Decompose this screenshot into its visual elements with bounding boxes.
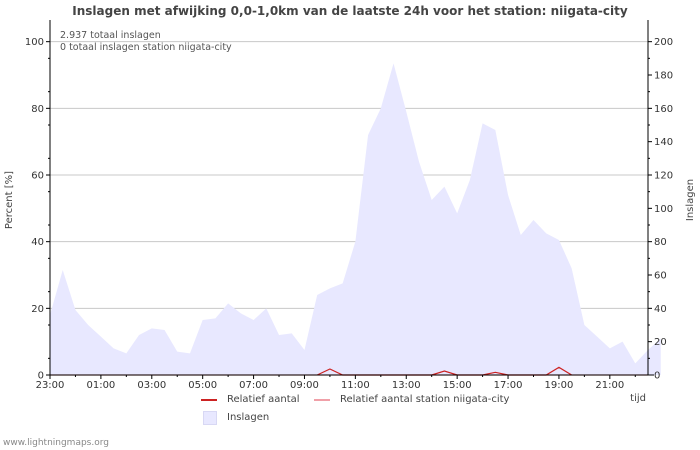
station-strikes-info: 0 totaal inslagen station niigata-city bbox=[60, 42, 232, 53]
y-left-tick-label: 0 bbox=[38, 371, 44, 382]
y-right-tick-label: 100 bbox=[654, 204, 673, 215]
y-right-tick-label: 120 bbox=[654, 171, 673, 182]
y-left-tick-label: 20 bbox=[31, 304, 44, 315]
y-left-tick-labels: 0 20 40 60 80 100 bbox=[25, 37, 50, 382]
y-left-tick-label: 80 bbox=[31, 104, 44, 115]
y-right-tick-label: 60 bbox=[654, 271, 667, 282]
y-left-tick-label: 60 bbox=[31, 171, 44, 182]
legend-swatch-relatief bbox=[201, 399, 217, 401]
chart-title: Inslagen met afwijking 0,0-1,0km van de … bbox=[72, 4, 628, 18]
y-right-tick-labels: 0 20 40 60 80 100 120 140 160 180 200 bbox=[648, 37, 673, 382]
y-right-tick-label: 180 bbox=[654, 71, 673, 82]
total-strikes-info: 2.937 totaal inslagen bbox=[60, 30, 161, 41]
legend-swatch-inslagen bbox=[203, 411, 217, 425]
legend-label-relatief-station: Relatief aantal station niigata-city bbox=[340, 394, 510, 405]
x-axis-label: tijd bbox=[630, 393, 646, 404]
y-right-tick-label: 80 bbox=[654, 237, 667, 248]
x-tick-label: 15:00 bbox=[443, 380, 472, 391]
y-right-tick-label: 40 bbox=[654, 304, 667, 315]
x-tick-label: 17:00 bbox=[494, 380, 523, 391]
y-right-tick-label: 160 bbox=[654, 104, 673, 115]
y-left-tick-label: 100 bbox=[25, 37, 44, 48]
x-tick-label: 19:00 bbox=[545, 380, 574, 391]
x-tick-label: 11:00 bbox=[341, 380, 370, 391]
y-right-tick-label: 20 bbox=[654, 337, 667, 348]
y-right-tick-label: 140 bbox=[654, 137, 673, 148]
inslagen-area bbox=[50, 63, 661, 375]
x-tick-label: 21:00 bbox=[595, 380, 624, 391]
x-tick-label: 23:00 bbox=[36, 380, 65, 391]
x-tick-labels: 23:00 01:00 03:00 05:00 07:00 09:00 11:00 13:00… bbox=[36, 375, 636, 391]
y-axis-right-label: Inslagen bbox=[685, 179, 696, 221]
y-right-tick-label: 0 bbox=[654, 371, 660, 382]
y-left-tick-label: 40 bbox=[31, 237, 44, 248]
y-axis-left-label: Percent [%] bbox=[4, 171, 15, 229]
x-tick-label: 05:00 bbox=[188, 380, 217, 391]
footer-credit: www.lightningmaps.org bbox=[3, 438, 109, 448]
axes bbox=[49, 20, 654, 376]
x-tick-label: 01:00 bbox=[86, 380, 115, 391]
legend-label-inslagen: Inslagen bbox=[227, 412, 270, 423]
x-tick-label: 13:00 bbox=[392, 380, 421, 391]
x-tick-label: 07:00 bbox=[239, 380, 268, 391]
legend-swatch-relatief-station bbox=[314, 399, 330, 401]
legend-label-relatief: Relatief aantal bbox=[227, 394, 300, 405]
x-tick-label: 09:00 bbox=[290, 380, 319, 391]
x-tick-label: 03:00 bbox=[137, 380, 166, 391]
y-right-tick-label: 200 bbox=[654, 37, 673, 48]
